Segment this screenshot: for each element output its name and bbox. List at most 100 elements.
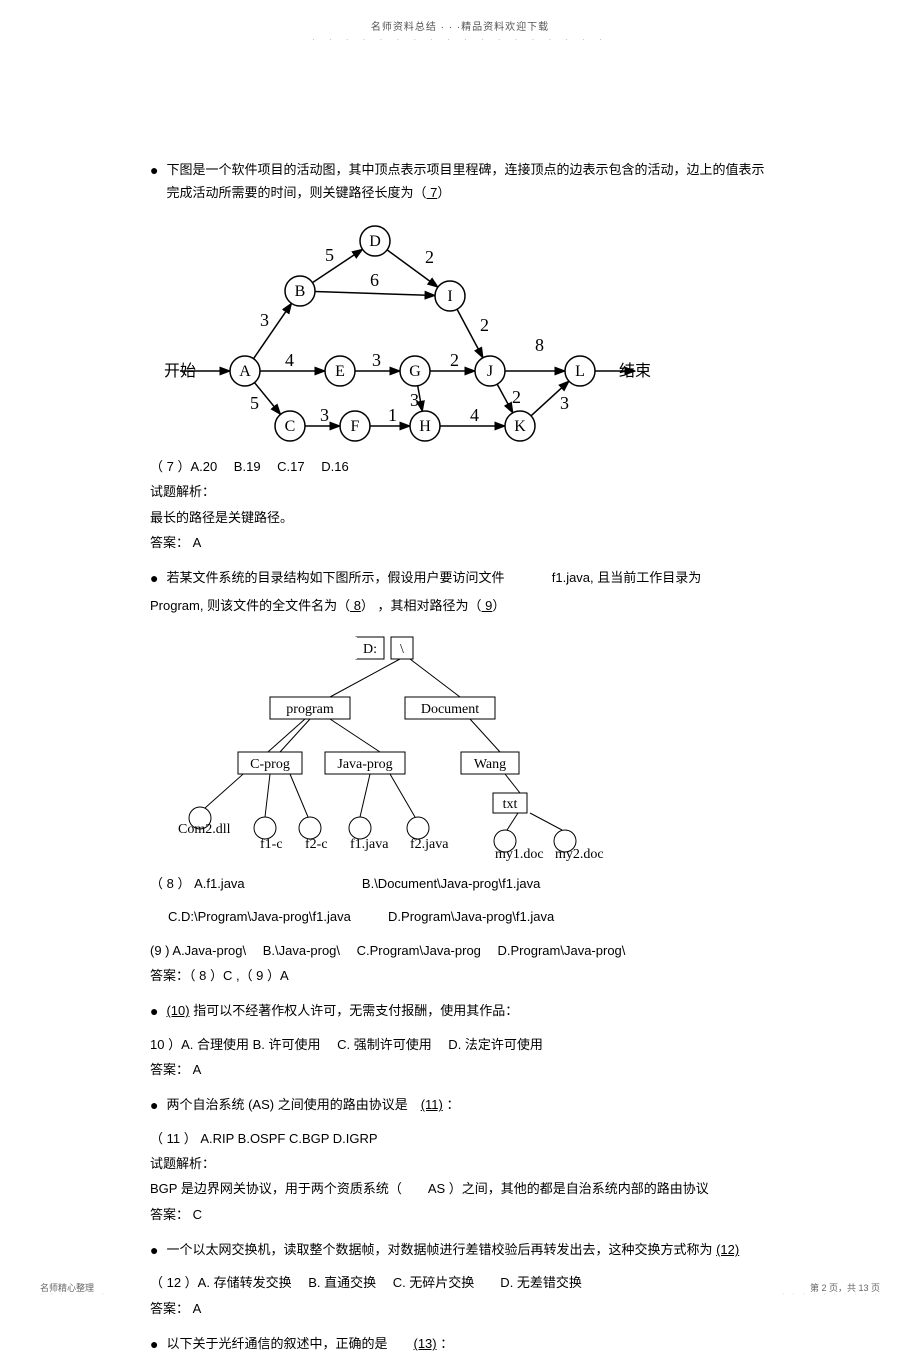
- q13-text: 以下关于光纤通信的叙述中，正确的是: [166, 1336, 413, 1351]
- svg-text:J: J: [487, 363, 493, 380]
- q8-blank9: 9: [482, 598, 493, 613]
- svg-text:2: 2: [450, 350, 459, 370]
- q13-blank: (13): [413, 1336, 436, 1351]
- q7-answer: 答案： A: [150, 531, 770, 554]
- svg-text:f2.java: f2.java: [410, 837, 449, 852]
- svg-text:A: A: [239, 363, 251, 380]
- svg-text:结束: 结束: [619, 362, 651, 380]
- footer-dots-r: · · · · · · · · · ·: [782, 1291, 880, 1298]
- q8-line2: Program, 则该文件的全文件名为（ 8） ，其相对路径为（ 9）: [150, 594, 770, 617]
- q8-intro-a: 若某文件系统的目录结构如下图所示，假设用户要访问文件: [166, 570, 504, 585]
- svg-text:开始: 开始: [164, 362, 196, 380]
- svg-text:D: D: [369, 233, 381, 250]
- svg-text:3: 3: [320, 405, 329, 425]
- svg-text:3: 3: [260, 310, 269, 330]
- q12-blank: (12): [716, 1242, 739, 1257]
- svg-text:G: G: [409, 363, 421, 380]
- page-content: ● 下图是一个软件项目的活动图，其中顶点表示项目里程碑，连接顶点的边表示包含的活…: [0, 44, 920, 1357]
- q8-intro2c: ）: [492, 598, 505, 613]
- q11-analysis-label: 试题解析：: [150, 1152, 770, 1175]
- q7-options: （ 7 ）A.20 B.19 C.17 D.16: [150, 455, 770, 478]
- svg-text:f2-c: f2-c: [305, 837, 328, 852]
- svg-text:H: H: [419, 418, 431, 435]
- q11-block: ● 两个自治系统 (AS) 之间使用的路由协议是 (11) ：: [150, 1093, 770, 1118]
- header-title: 名师资料总结 · · ·精品资料欢迎下载: [0, 0, 920, 33]
- q8-intro2a: Program, 则该文件的全文件名为（: [150, 598, 350, 613]
- bullet-icon: ●: [150, 1332, 158, 1357]
- svg-text:3: 3: [372, 350, 381, 370]
- q11-text: 两个自治系统 (AS) 之间使用的路由协议是: [166, 1097, 420, 1112]
- svg-text:2: 2: [512, 387, 521, 407]
- q13-block: ● 以下关于光纤通信的叙述中，正确的是 (13) ：: [150, 1332, 770, 1357]
- svg-text:\: \: [400, 642, 404, 657]
- svg-text:txt: txt: [503, 797, 518, 812]
- q8-block: ● 若某文件系统的目录结构如下图所示，假设用户要访问文件 f1.java, 且当…: [150, 566, 770, 591]
- q8-intro2b: ） ，其相对路径为（: [361, 598, 482, 613]
- svg-text:C: C: [285, 418, 296, 435]
- bullet-icon: ●: [150, 999, 158, 1024]
- svg-text:f1-c: f1-c: [260, 837, 283, 852]
- q11-analysis: BGP 是边界网关协议，用于两个资质系统（ AS ）之间，其他的都是自治系统内部…: [150, 1177, 770, 1200]
- svg-text:B: B: [295, 283, 306, 300]
- q7-intro-end: ）: [437, 185, 450, 200]
- q12-answer: 答案： A: [150, 1297, 770, 1320]
- q7-blank: 7: [426, 185, 437, 200]
- header-dots: · · · · · · · · · · · · · · · · · ·: [0, 35, 920, 44]
- q8-figure: D:\programDocumentC-progJava-progWangtxt…: [150, 623, 770, 868]
- svg-text:my2.doc: my2.doc: [555, 847, 604, 862]
- svg-text:E: E: [335, 363, 345, 380]
- svg-text:D:: D:: [363, 642, 377, 657]
- svg-text:Document: Document: [421, 702, 479, 717]
- q10-block: ● (10) 指可以不经著作权人许可，无需支付报酬，使用其作品：: [150, 999, 770, 1024]
- svg-text:L: L: [575, 363, 585, 380]
- svg-text:5: 5: [250, 393, 259, 413]
- q11-tail: ：: [443, 1097, 460, 1112]
- svg-text:f1.java: f1.java: [350, 837, 389, 852]
- svg-text:2: 2: [480, 315, 489, 335]
- svg-text:3: 3: [560, 393, 569, 413]
- q8-opt-row1: （ 8 ） A.f1.java B.\Document\Java-prog\f1…: [150, 872, 770, 895]
- svg-text:Com2.dll: Com2.dll: [178, 822, 231, 837]
- q10-answer: 答案： A: [150, 1058, 770, 1081]
- svg-text:program: program: [286, 702, 334, 717]
- q10-text: 指可以不经著作权人许可，无需支付报酬，使用其作品：: [190, 1003, 519, 1018]
- q7-intro: 下图是一个软件项目的活动图，其中顶点表示项目里程碑，连接顶点的边表示包含的活动，…: [166, 162, 764, 200]
- q8-opt8a: （ 8 ） A.f1.java: [150, 876, 245, 891]
- q12-block: ● 一个以太网交换机，读取整个数据帧，对数据帧进行差错校验后再转发出去，这种交换…: [150, 1238, 770, 1263]
- q8-answer: 答案：（ 8 ）C ,（ 9 ）A: [150, 964, 770, 987]
- svg-text:F: F: [351, 418, 360, 435]
- svg-text:4: 4: [285, 350, 294, 370]
- svg-text:5: 5: [325, 245, 334, 265]
- q8-opt8d: D.Program\Java-prog\f1.java: [388, 909, 554, 924]
- q7-analysis-label: 试题解析：: [150, 480, 770, 503]
- svg-text:4: 4: [470, 405, 479, 425]
- q12-options: （ 12 ）A. 存储转发交换 B. 直通交换 C. 无碎片交换 D. 无差错交…: [150, 1271, 770, 1294]
- bullet-icon: ●: [150, 1238, 158, 1263]
- q7-figure: 3455632313242283开始ABCDEFGHIJKL结束: [150, 211, 770, 451]
- footer-dots-l: · · · · · · ·: [40, 1291, 107, 1298]
- q8-opt8c: C.D:\Program\Java-prog\f1.java: [168, 909, 351, 924]
- bullet-icon: ●: [150, 1093, 158, 1118]
- svg-text:I: I: [447, 288, 452, 305]
- q8-opt-row2: C.D:\Program\Java-prog\f1.java D.Program…: [150, 905, 770, 928]
- q11-options: （ 11 ） A.RIP B.OSPF C.BGP D.IGRP: [150, 1127, 770, 1150]
- q12-text: 一个以太网交换机，读取整个数据帧，对数据帧进行差错校验后再转发出去，这种交换方式…: [166, 1242, 716, 1257]
- svg-text:2: 2: [425, 247, 434, 267]
- q8-opt8b: B.\Document\Java-prog\f1.java: [362, 876, 540, 891]
- svg-text:K: K: [514, 418, 526, 435]
- bullet-icon: ●: [150, 566, 158, 591]
- q8-blank8: 8: [350, 598, 361, 613]
- q8-intro-b: f1.java, 且当前工作目录为: [552, 570, 702, 585]
- q10-options: 10 ）A. 合理使用 B. 许可使用 C. 强制许可使用 D. 法定许可使用: [150, 1033, 770, 1056]
- q10-blank: (10): [166, 1003, 189, 1018]
- q13-tail: ：: [437, 1336, 454, 1351]
- q11-answer: 答案： C: [150, 1203, 770, 1226]
- q7-analysis: 最长的路径是关键路径。: [150, 506, 770, 529]
- svg-text:my1.doc: my1.doc: [495, 847, 544, 862]
- bullet-icon: ●: [150, 158, 158, 183]
- svg-text:1: 1: [388, 405, 397, 425]
- svg-text:Wang: Wang: [474, 757, 506, 772]
- svg-text:3: 3: [410, 390, 419, 410]
- svg-text:Java-prog: Java-prog: [337, 757, 392, 772]
- q11-blank: (11): [421, 1097, 443, 1112]
